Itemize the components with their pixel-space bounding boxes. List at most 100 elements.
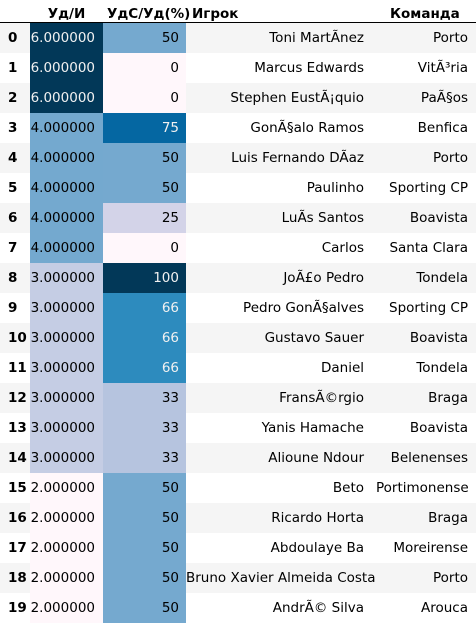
- on-target-ratio-cell: 50: [103, 533, 186, 563]
- on-target-ratio-cell: 25: [103, 203, 186, 233]
- player-cell: Stephen EustÃ¡quio: [186, 83, 376, 113]
- ud-per-game-cell: 2.000000: [30, 593, 103, 623]
- table-row: 2 6.000000 0 Stephen EustÃ¡quio PaÃ§os: [0, 83, 476, 113]
- table-row: 16 2.000000 50 Ricardo Horta Braga: [0, 503, 476, 533]
- player-cell: Beto: [186, 473, 376, 503]
- table-row: 14 3.000000 33 Alioune Ndour Belenenses: [0, 443, 476, 473]
- player-cell: Daniel: [186, 353, 376, 383]
- ud-per-game-cell: 4.000000: [30, 203, 103, 233]
- team-cell: Boavista: [376, 413, 476, 443]
- row-index: 17: [0, 533, 30, 563]
- player-cell: Luis Fernando DÃ­az: [186, 143, 376, 173]
- table-row: 3 4.000000 75 GonÃ§alo Ramos Benfica: [0, 113, 476, 143]
- row-index: 2: [0, 83, 30, 113]
- header-ud-per-game: Уд/И: [30, 0, 103, 23]
- on-target-ratio-cell: 66: [103, 353, 186, 383]
- ud-per-game-cell: 6.000000: [30, 53, 103, 83]
- on-target-ratio-cell: 0: [103, 53, 186, 83]
- row-index: 13: [0, 413, 30, 443]
- table-row: 6 4.000000 25 LuÃ­s Santos Boavista: [0, 203, 476, 233]
- table-row: 4 4.000000 50 Luis Fernando DÃ­az Porto: [0, 143, 476, 173]
- on-target-ratio-cell: 0: [103, 83, 186, 113]
- on-target-ratio-cell: 33: [103, 413, 186, 443]
- on-target-ratio-cell: 50: [103, 22, 186, 53]
- team-cell: Sporting CP: [376, 173, 476, 203]
- table-row: 7 4.000000 0 Carlos Santa Clara: [0, 233, 476, 263]
- player-cell: Pedro GonÃ§alves: [186, 293, 376, 323]
- row-index: 19: [0, 593, 30, 623]
- ud-per-game-cell: 2.000000: [30, 533, 103, 563]
- header-on-target-ratio: УдС/Уд(%): [103, 0, 190, 23]
- on-target-ratio-cell: 75: [103, 113, 186, 143]
- player-cell: Marcus Edwards: [186, 53, 376, 83]
- table-header: Уд/И УдС/Уд(%) Игрок Команда: [0, 0, 476, 23]
- table-body: 0 6.000000 50 Toni MartÃ­nez Porto 1 6.000000 0…: [0, 22, 476, 623]
- row-index: 3: [0, 113, 30, 143]
- row-index: 7: [0, 233, 30, 263]
- player-cell: Carlos: [186, 233, 376, 263]
- row-index: 4: [0, 143, 30, 173]
- table-row: 19 2.000000 50 AndrÃ© Silva Arouca: [0, 593, 476, 623]
- team-cell: Sporting CP: [376, 293, 476, 323]
- team-cell: Braga: [376, 383, 476, 413]
- row-index: 11: [0, 353, 30, 383]
- ud-per-game-cell: 3.000000: [30, 323, 103, 353]
- table-row: 12 3.000000 33 FransÃ©rgio Braga: [0, 383, 476, 413]
- row-index: 15: [0, 473, 30, 503]
- ud-per-game-cell: 4.000000: [30, 173, 103, 203]
- player-cell: AndrÃ© Silva: [186, 593, 376, 623]
- team-cell: VitÃ³ria: [376, 53, 476, 83]
- row-index: 0: [0, 22, 30, 53]
- team-cell: Benfica: [376, 113, 476, 143]
- row-index: 5: [0, 173, 30, 203]
- table-row: 15 2.000000 50 Beto Portimonense: [0, 473, 476, 503]
- table-row: 5 4.000000 50 Paulinho Sporting CP: [0, 173, 476, 203]
- table-row: 1 6.000000 0 Marcus Edwards VitÃ³ria: [0, 53, 476, 83]
- header-index: [0, 0, 30, 23]
- row-index: 9: [0, 293, 30, 323]
- ud-per-game-cell: 6.000000: [30, 22, 103, 53]
- ud-per-game-cell: 3.000000: [30, 353, 103, 383]
- table-row: 10 3.000000 66 Gustavo Sauer Boavista: [0, 323, 476, 353]
- team-cell: Tondela: [376, 353, 476, 383]
- header-player: Игрок: [186, 0, 376, 23]
- ud-per-game-cell: 4.000000: [30, 143, 103, 173]
- on-target-ratio-cell: 100: [103, 263, 186, 293]
- on-target-ratio-cell: 50: [103, 593, 186, 623]
- table-row: 8 3.000000 100 JoÃ£o Pedro Tondela: [0, 263, 476, 293]
- ud-per-game-cell: 3.000000: [30, 383, 103, 413]
- on-target-ratio-cell: 50: [103, 473, 186, 503]
- player-cell: Yanis Hamache: [186, 413, 376, 443]
- on-target-ratio-cell: 50: [103, 143, 186, 173]
- ud-per-game-cell: 4.000000: [30, 113, 103, 143]
- table-row: 18 2.000000 50 Bruno Xavier Almeida Costa Po…: [0, 563, 476, 593]
- header-row: Уд/И УдС/Уд(%) Игрок Команда: [0, 0, 476, 23]
- team-cell: Portimonense: [376, 473, 476, 503]
- player-cell: Alioune Ndour: [186, 443, 376, 473]
- player-cell: Ricardo Horta: [186, 503, 376, 533]
- team-cell: Santa Clara: [376, 233, 476, 263]
- table-row: 11 3.000000 66 Daniel Tondela: [0, 353, 476, 383]
- player-cell: Toni MartÃ­nez: [186, 22, 376, 53]
- team-cell: PaÃ§os: [376, 83, 476, 113]
- row-index: 12: [0, 383, 30, 413]
- ud-per-game-cell: 6.000000: [30, 83, 103, 113]
- on-target-ratio-cell: 33: [103, 443, 186, 473]
- header-team: Команда: [376, 0, 476, 23]
- player-cell: GonÃ§alo Ramos: [186, 113, 376, 143]
- on-target-ratio-cell: 50: [103, 503, 186, 533]
- on-target-ratio-cell: 33: [103, 383, 186, 413]
- team-cell: Porto: [376, 22, 476, 53]
- ud-per-game-cell: 2.000000: [30, 473, 103, 503]
- row-index: 10: [0, 323, 30, 353]
- player-cell: Abdoulaye Ba: [186, 533, 376, 563]
- team-cell: Arouca: [376, 593, 476, 623]
- on-target-ratio-cell: 0: [103, 233, 186, 263]
- ud-per-game-cell: 3.000000: [30, 293, 103, 323]
- row-index: 16: [0, 503, 30, 533]
- player-cell: Bruno Xavier Almeida Costa: [186, 563, 376, 593]
- player-cell: Paulinho: [186, 173, 376, 203]
- team-cell: Tondela: [376, 263, 476, 293]
- on-target-ratio-cell: 66: [103, 323, 186, 353]
